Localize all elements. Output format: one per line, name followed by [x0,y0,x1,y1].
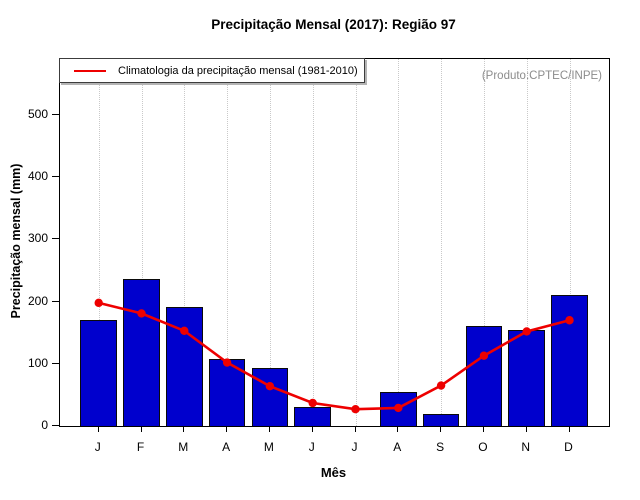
gridline [184,59,186,426]
x-tick [397,426,399,432]
bar-O-9 [465,326,503,426]
gridline [98,59,100,426]
gridline [269,59,271,426]
climatology-point [351,405,360,414]
x-tick [226,426,228,432]
y-tick [52,425,59,426]
x-tick [568,426,570,432]
climatology-point [436,381,446,390]
gridline [312,59,314,426]
x-tick [311,426,313,432]
climatology-line [94,298,574,414]
climatology-point [94,298,103,308]
x-tick-label: J [351,440,358,454]
climatology-point [180,326,189,336]
climatology-point [265,381,275,391]
x-tick [97,426,99,432]
climatology-point [137,309,146,318]
gridline [569,59,571,426]
y-tick [52,238,59,240]
climatology-polyline [98,301,570,411]
plot-area: Climatologia da precipitação mensal (198… [59,58,610,427]
legend-label: Climatologia da precipitação mensal (198… [118,64,358,77]
watermark-text: (Produto:CPTEC/INPE) [481,70,602,82]
y-tick [52,114,59,115]
climatology-point [565,316,574,325]
climatology-point [479,351,489,360]
climatology-point [522,327,531,336]
x-tick-label: J [94,440,101,454]
gridline [483,59,485,426]
x-tick-label: A [393,440,402,454]
legend-box: Climatologia da precipitação mensal (198… [59,58,365,83]
x-tick [268,426,270,432]
gridline [398,59,400,426]
x-tick [440,426,442,432]
x-tick-label: M [178,440,189,454]
x-tick-label: D [564,440,573,454]
gridline [526,59,528,426]
chart-title: Precipitação Mensal (2017): Região 97 [211,17,456,32]
gridline [355,59,357,426]
bar-M-4 [251,368,289,426]
y-tick-label: 200 [27,293,48,308]
climatology-point [222,358,232,367]
gridline [441,59,443,426]
x-axis-title: Mês [320,465,347,480]
x-tick [525,426,527,432]
x-tick [183,426,185,432]
gridline [227,59,229,426]
x-tick-label: O [478,440,488,454]
y-tick [52,300,59,302]
bar-J-5 [294,407,331,426]
climatology-point [394,403,403,413]
y-tick [52,176,59,178]
y-tick-label: 300 [27,231,48,246]
bar-F-1 [123,278,160,426]
bar-J-0 [80,320,117,426]
x-tick [354,426,356,432]
y-tick-label: 500 [27,107,48,121]
gridline [141,59,143,426]
x-tick-label: J [308,440,315,454]
legend-line-sample [74,69,106,72]
x-tick-label: M [263,440,274,454]
bar-S-8 [422,414,460,426]
y-tick-label: 100 [27,355,48,370]
x-tick-label: N [521,440,531,454]
climatology-point [308,398,317,408]
y-tick-label: 400 [27,169,48,184]
x-tick [482,426,484,432]
x-tick [140,426,142,432]
y-tick-label: 0 [41,418,48,432]
x-tick-label: F [136,440,145,454]
x-tick-label: A [222,440,231,454]
x-tick-label: S [436,440,445,454]
bar-N-10 [508,329,545,426]
y-tick [52,362,59,364]
